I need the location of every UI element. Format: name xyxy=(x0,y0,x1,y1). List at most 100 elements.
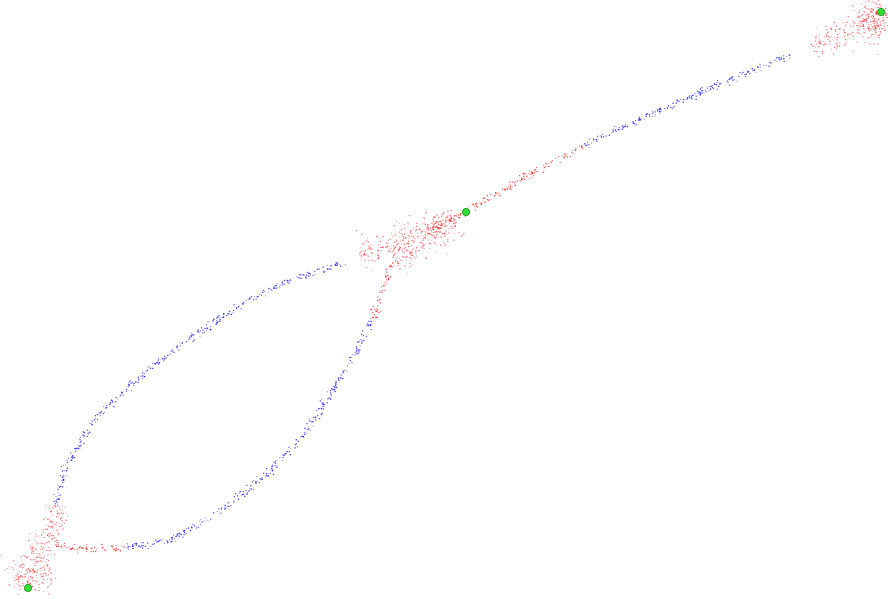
data-point xyxy=(46,518,49,520)
data-point xyxy=(431,222,433,225)
data-point xyxy=(17,573,19,575)
data-point xyxy=(260,294,263,296)
data-point xyxy=(438,229,440,231)
data-point xyxy=(380,310,382,312)
data-point xyxy=(91,424,94,426)
data-point xyxy=(852,21,855,23)
data-point xyxy=(33,547,35,549)
data-point xyxy=(507,186,509,188)
data-point xyxy=(852,38,854,40)
data-point xyxy=(875,24,877,27)
data-point xyxy=(61,509,63,511)
data-point xyxy=(703,91,705,93)
data-point xyxy=(274,285,277,287)
data-point xyxy=(873,2,876,4)
data-point xyxy=(511,186,513,188)
data-point xyxy=(613,125,615,127)
data-point xyxy=(731,75,734,78)
data-point xyxy=(450,226,452,228)
data-point xyxy=(54,540,56,542)
data-point xyxy=(717,81,719,83)
data-point xyxy=(409,262,411,264)
data-point xyxy=(459,214,462,216)
data-point xyxy=(316,410,318,412)
data-point xyxy=(348,357,350,359)
data-point xyxy=(262,289,265,292)
data-point xyxy=(410,252,412,254)
data-point xyxy=(445,221,447,223)
series-red-6 xyxy=(370,261,395,319)
data-point xyxy=(276,466,278,469)
data-point xyxy=(206,330,208,332)
data-point xyxy=(32,550,35,553)
data-point xyxy=(169,353,171,355)
data-point xyxy=(588,138,590,140)
data-point xyxy=(12,568,14,571)
data-point xyxy=(228,502,230,504)
data-point xyxy=(347,365,349,367)
data-point xyxy=(265,472,268,475)
data-point xyxy=(389,265,391,268)
data-point xyxy=(50,534,53,537)
data-point xyxy=(335,261,337,264)
data-point xyxy=(199,523,201,525)
data-point xyxy=(48,585,50,587)
data-point xyxy=(449,214,451,216)
data-point xyxy=(39,557,41,559)
data-point xyxy=(569,156,572,158)
data-point xyxy=(56,501,58,504)
data-point xyxy=(256,476,258,477)
data-point xyxy=(377,311,380,314)
data-point xyxy=(393,247,395,249)
data-point xyxy=(757,66,759,68)
data-point xyxy=(868,27,870,29)
data-point xyxy=(421,239,424,242)
data-point xyxy=(361,255,363,257)
data-point xyxy=(742,71,744,74)
data-point xyxy=(175,540,177,542)
data-point xyxy=(496,192,498,194)
data-point xyxy=(836,39,838,41)
data-point xyxy=(533,169,536,171)
data-point xyxy=(245,490,247,492)
data-point xyxy=(12,560,15,562)
data-point xyxy=(490,194,492,196)
data-point xyxy=(327,268,329,270)
data-point xyxy=(378,244,380,246)
data-point xyxy=(844,38,847,41)
data-point xyxy=(114,548,116,550)
data-point xyxy=(172,351,174,353)
data-point xyxy=(861,4,863,5)
data-point xyxy=(101,546,104,549)
data-point xyxy=(252,299,254,301)
data-point xyxy=(36,553,38,555)
data-point xyxy=(48,570,50,572)
data-point xyxy=(11,566,13,569)
data-point xyxy=(588,143,590,145)
data-point xyxy=(237,305,240,308)
data-point xyxy=(645,113,648,115)
data-point xyxy=(884,23,886,25)
data-point xyxy=(65,546,67,548)
data-point xyxy=(117,398,119,400)
data-point xyxy=(330,268,332,270)
data-point xyxy=(572,149,574,151)
data-point xyxy=(206,327,208,329)
data-point xyxy=(68,457,70,459)
data-point xyxy=(177,533,179,535)
data-point xyxy=(432,235,434,237)
data-point xyxy=(53,536,56,539)
data-point xyxy=(376,299,379,301)
data-point xyxy=(441,213,444,216)
data-point xyxy=(450,219,452,222)
data-point xyxy=(23,565,25,567)
data-point xyxy=(187,527,190,529)
data-point xyxy=(400,259,402,261)
data-point xyxy=(216,321,218,324)
data-point xyxy=(60,465,62,468)
data-point xyxy=(306,428,308,430)
data-point xyxy=(242,491,245,493)
data-point xyxy=(393,253,396,256)
data-point xyxy=(26,580,29,582)
data-point xyxy=(39,560,41,562)
